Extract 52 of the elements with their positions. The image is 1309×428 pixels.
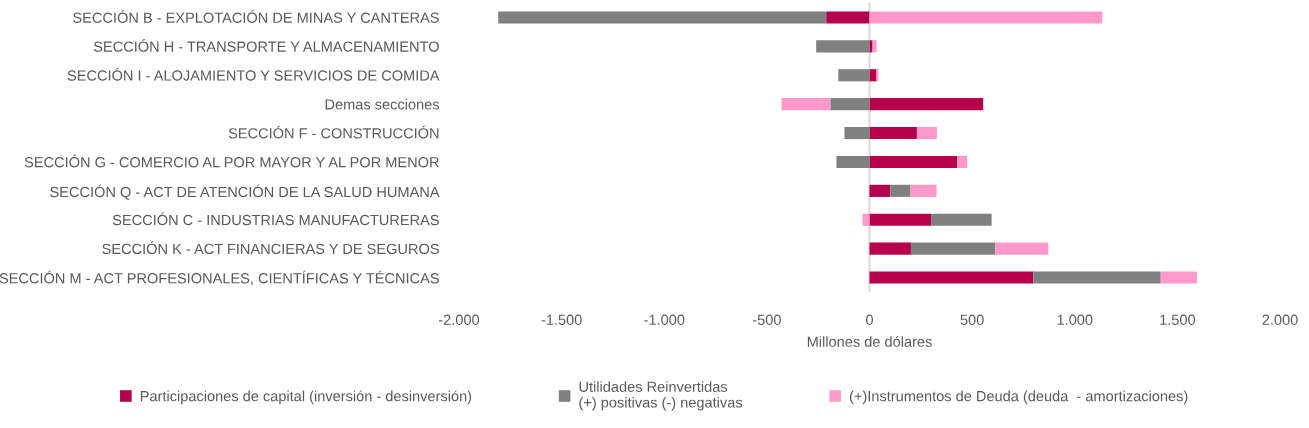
x-tick-label: 1.000 xyxy=(1057,314,1093,325)
bar xyxy=(816,40,870,53)
y-tick-label: SECCIÓN C - INDUSTRIAS MANUFACTURERAS xyxy=(112,212,439,226)
bar xyxy=(869,69,877,82)
y-tick-label: SECCIÓN F - CONSTRUCCIÓN xyxy=(228,125,439,139)
bar xyxy=(931,213,992,226)
x-axis-title: Millones de dólares xyxy=(807,335,932,347)
bar xyxy=(498,11,827,24)
bar xyxy=(869,40,873,53)
bar xyxy=(916,126,938,140)
bar xyxy=(869,213,932,226)
x-tick-label: 0 xyxy=(866,314,873,325)
bar xyxy=(869,126,917,140)
bar xyxy=(781,98,831,111)
x-tick-label: -500 xyxy=(752,314,781,325)
bar xyxy=(838,69,870,82)
bar xyxy=(995,242,1049,255)
bar xyxy=(869,98,984,111)
y-tick-label: SECCIÓN G - COMERCIO AL POR MAYOR Y AL POR MENOR xyxy=(24,154,439,168)
bar xyxy=(826,11,870,24)
y-tick-label: SECCIÓN Q - ACT DE ATENCIÓN DE LA SALUD HUMANA xyxy=(50,184,440,200)
legend-label: (+)Instrumentos de Deuda (deuda - amortizaciones) xyxy=(849,390,1188,405)
bar xyxy=(830,98,870,111)
y-tick-label: SECCIÓN I - ALOJAMIENTO Y SERVICIOS DE COMIDA xyxy=(67,67,440,81)
bar xyxy=(910,242,996,255)
x-tick-label: -1.000 xyxy=(644,314,685,325)
x-tick-label: 2.000 xyxy=(1262,314,1298,325)
bar xyxy=(869,242,911,255)
bar xyxy=(1160,271,1197,284)
bar xyxy=(876,69,879,82)
bar xyxy=(869,271,1034,284)
bar xyxy=(957,155,968,169)
legend-label: Participaciones de capital (inversión - desinversión) xyxy=(140,390,472,405)
bar xyxy=(872,40,877,53)
legend-label: Utilidades Reinvertidas (+) positivas (-) negativas xyxy=(579,381,743,411)
bar xyxy=(836,155,870,169)
bar xyxy=(869,184,891,197)
bar xyxy=(869,155,958,169)
bar xyxy=(910,184,937,197)
x-tick-label: 500 xyxy=(960,314,984,325)
y-tick-label: Demas secciones xyxy=(325,98,440,110)
x-tick-label: -1.500 xyxy=(541,314,582,325)
y-tick-label: SECCIÓN B - EXPLOTACIÓN DE MINAS Y CANTERAS xyxy=(73,10,439,23)
bar xyxy=(869,11,1103,24)
bar xyxy=(1033,271,1161,284)
y-tick-label: SECCIÓN H - TRANSPORTE Y ALMACENAMIENTO xyxy=(93,38,439,52)
y-tick-label: SECCIÓN K - ACT FINANCIERAS Y DE SEGUROS xyxy=(102,241,439,255)
bar xyxy=(844,126,870,140)
y-tick-label: SECCIÓN M - ACT PROFESIONALES, CIENTÍFICAS Y TÉCNICAS xyxy=(0,270,439,286)
x-tick-label: 1.500 xyxy=(1160,314,1196,325)
bar xyxy=(890,184,911,197)
x-tick-label: -2.000 xyxy=(438,314,480,325)
